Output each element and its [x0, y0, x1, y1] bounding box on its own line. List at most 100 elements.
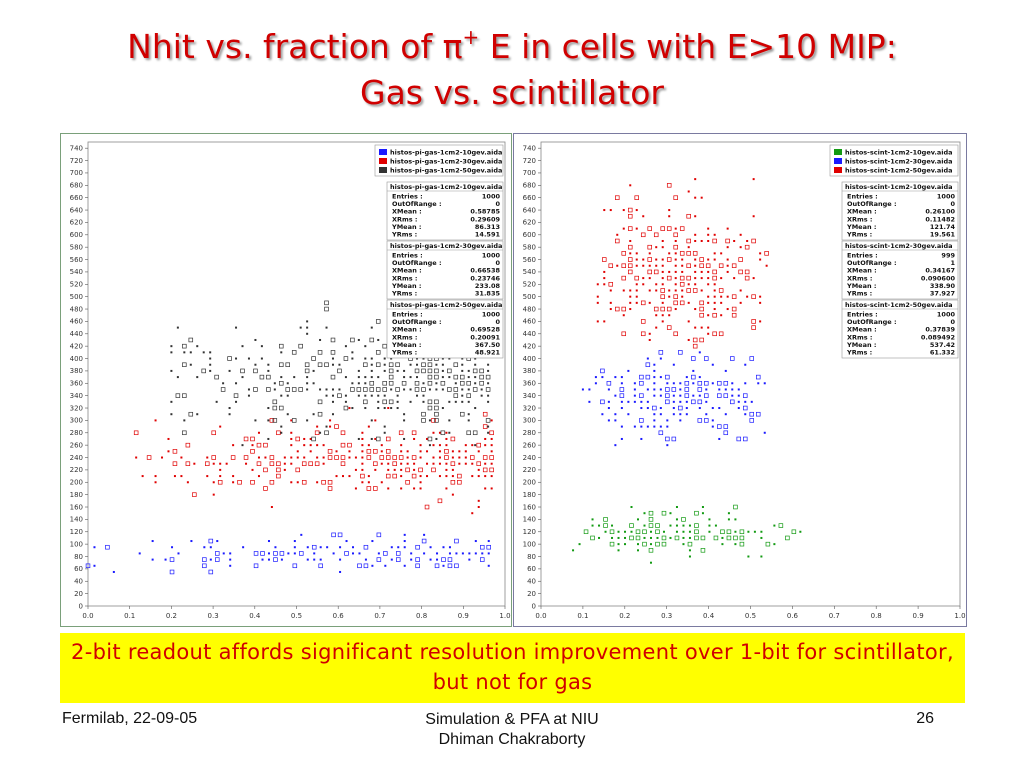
x-tick-label: 1.0 — [954, 612, 965, 620]
data-point — [188, 411, 194, 417]
data-point — [466, 381, 471, 386]
data-point — [672, 407, 675, 410]
data-point — [773, 524, 776, 527]
data-point — [743, 436, 748, 442]
data-point — [711, 382, 714, 385]
data-point — [751, 294, 756, 299]
stats-value: 0 — [950, 318, 955, 326]
data-point — [596, 301, 599, 304]
data-point — [711, 425, 714, 428]
data-point — [434, 368, 439, 374]
data-point — [432, 462, 435, 465]
data-point — [293, 552, 296, 555]
data-point — [396, 400, 399, 403]
stats-box: histos-scint-1cm2-50gev.aida Entries : 100… — [841, 299, 959, 359]
slide-title: Nhit vs. fraction of π+ E in cells with … — [0, 24, 1024, 116]
data-point — [343, 405, 349, 411]
stats-value: 37.927 — [930, 290, 955, 298]
data-point — [273, 382, 276, 385]
data-point — [375, 350, 381, 355]
x-tick-label: 0.5 — [745, 612, 756, 620]
stats-value: 0.089492 — [921, 333, 955, 341]
legend-label: histos-pi-gas-1cm2-30gev.aida — [390, 158, 502, 166]
data-point — [655, 258, 658, 261]
data-point — [347, 442, 352, 448]
data-point — [377, 552, 380, 555]
data-point — [694, 178, 697, 181]
data-point — [241, 376, 244, 379]
data-point — [749, 418, 755, 423]
data-point — [648, 277, 651, 280]
data-point — [731, 394, 734, 397]
y-tick-label: 320 — [523, 404, 536, 412]
data-point — [472, 430, 478, 436]
data-point — [627, 244, 633, 250]
data-point — [661, 314, 664, 317]
data-point — [250, 480, 255, 485]
data-point — [731, 263, 737, 268]
data-point — [665, 436, 670, 442]
data-point — [219, 425, 222, 428]
data-point — [267, 363, 270, 366]
data-point — [222, 552, 225, 555]
data-point — [438, 444, 441, 447]
data-point — [428, 388, 431, 391]
data-point — [287, 552, 290, 555]
data-point — [487, 369, 490, 372]
series-3 — [170, 300, 491, 447]
data-point — [319, 338, 322, 341]
legend-swatch — [834, 158, 842, 164]
data-point — [451, 493, 454, 496]
data-point — [467, 413, 470, 416]
data-point — [697, 381, 703, 386]
data-point — [591, 518, 594, 521]
data-point — [659, 407, 662, 410]
data-point — [444, 455, 449, 460]
data-point — [629, 289, 632, 292]
data-point — [438, 431, 441, 434]
data-point — [704, 393, 709, 398]
data-point — [642, 215, 645, 218]
data-point — [361, 462, 364, 465]
data-point — [306, 419, 309, 422]
data-point — [445, 487, 448, 490]
data-point — [661, 541, 667, 547]
stats-value: 0 — [950, 200, 955, 208]
data-point — [441, 557, 446, 562]
data-point — [601, 413, 604, 416]
data-point — [290, 437, 293, 440]
data-point — [295, 436, 301, 442]
data-point — [434, 563, 440, 569]
x-tick-label: 0.0 — [535, 612, 546, 620]
data-point — [746, 295, 749, 298]
data-point — [673, 300, 678, 306]
legend-swatch — [379, 158, 387, 164]
y-tick-label: 560 — [523, 256, 536, 264]
data-point — [603, 523, 608, 528]
stats-key: OutOfRange : — [392, 259, 442, 267]
data-point — [403, 419, 406, 422]
data-point — [243, 436, 249, 442]
data-point — [694, 270, 697, 273]
data-point — [666, 226, 672, 231]
data-point — [257, 431, 260, 434]
data-point — [201, 368, 206, 374]
data-point — [739, 541, 745, 547]
data-point — [615, 306, 620, 312]
data-point — [454, 382, 457, 385]
data-point — [448, 419, 451, 422]
data-point — [212, 462, 215, 465]
data-point — [212, 481, 215, 484]
data-point — [640, 400, 643, 403]
stats-value: 0.37839 — [925, 326, 955, 334]
stats-key: OutOfRange : — [392, 200, 442, 208]
data-point — [674, 264, 677, 267]
title-pi-symbol: π — [442, 27, 463, 66]
data-point — [317, 350, 323, 355]
data-point — [698, 376, 701, 379]
data-point — [694, 215, 697, 218]
data-point — [444, 449, 449, 454]
data-point — [668, 215, 671, 218]
data-point — [685, 400, 688, 403]
data-point — [298, 343, 303, 349]
